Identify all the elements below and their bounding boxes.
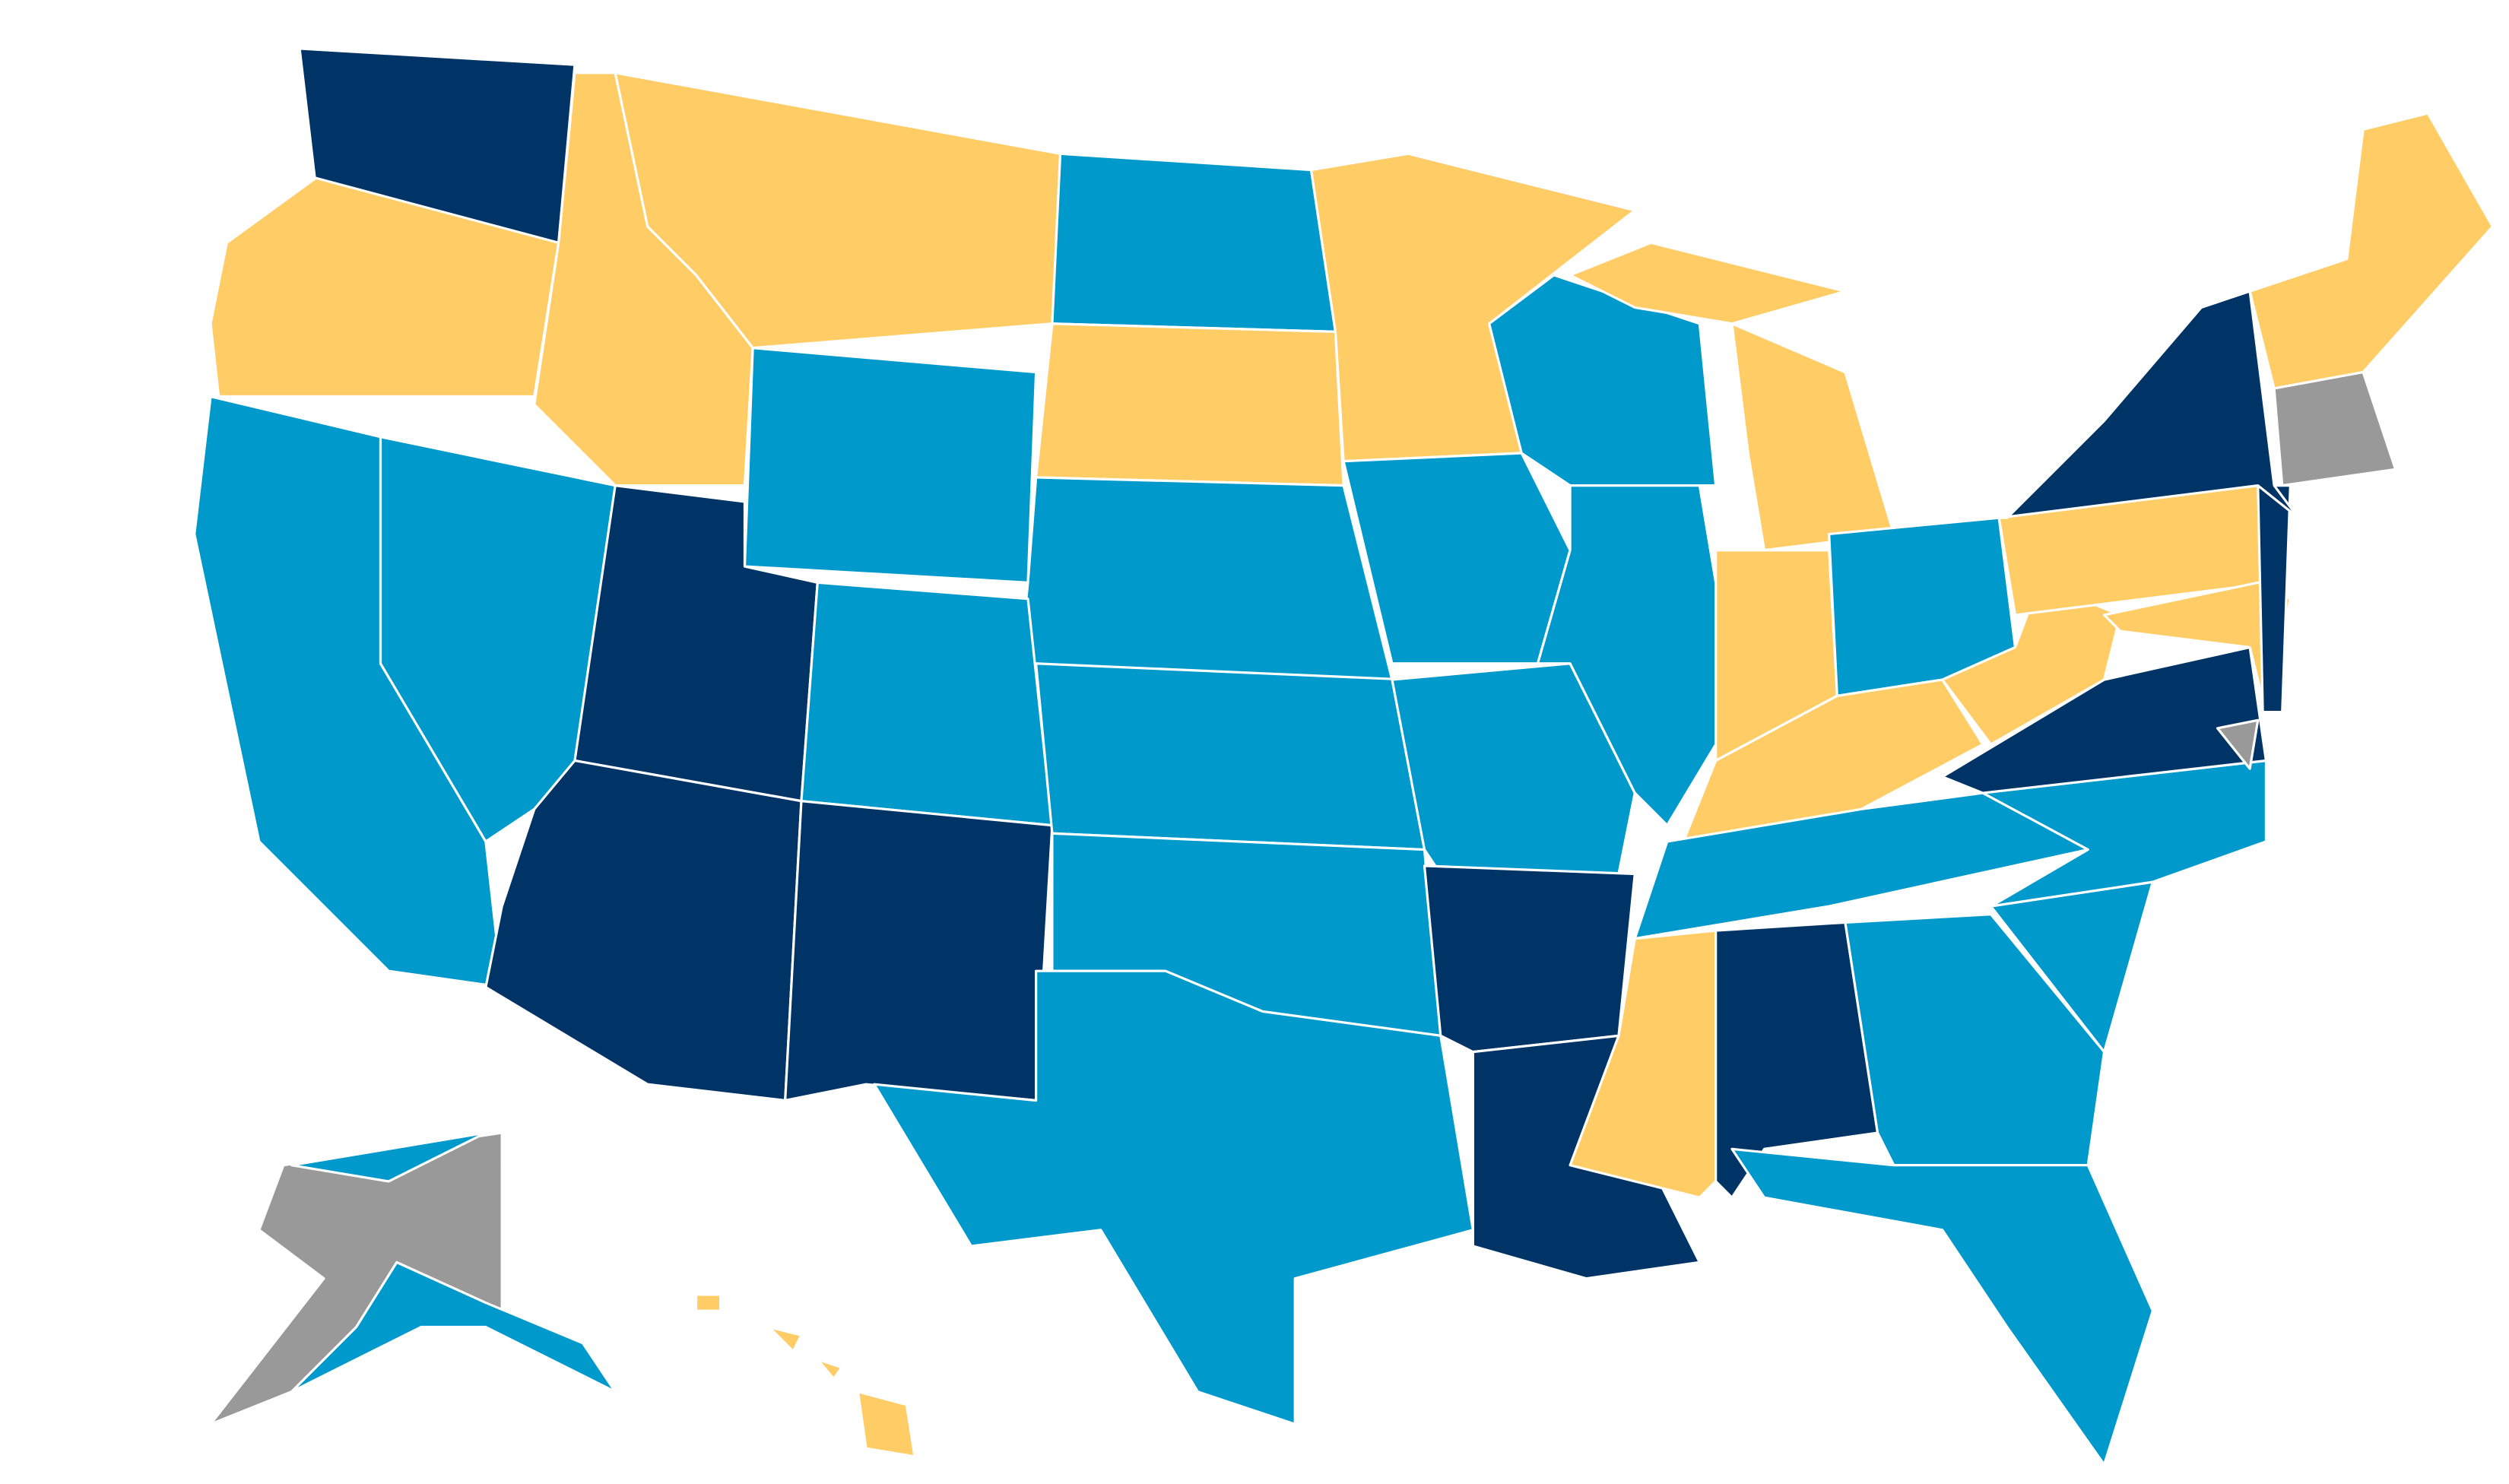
region-sd xyxy=(1035,322,1345,487)
region-fl xyxy=(1730,1147,2155,1467)
region-mi-upper xyxy=(1569,241,1847,325)
region-ar xyxy=(1423,864,1636,1054)
region-wy xyxy=(743,347,1038,584)
region-tx xyxy=(873,969,1474,1425)
region-ct-ma-ri xyxy=(2273,371,2397,487)
region-nm xyxy=(784,800,1054,1102)
region-nd xyxy=(1051,152,1337,333)
region-il xyxy=(1536,484,1718,827)
region-ks xyxy=(1035,662,1426,851)
region-hi xyxy=(856,1390,916,1458)
region-ak-south xyxy=(290,1260,617,1394)
region-mi-lower xyxy=(1730,322,1895,552)
region-wi xyxy=(1488,274,1718,487)
regions xyxy=(193,47,2495,1467)
region-new-england xyxy=(2248,112,2495,390)
region-ne xyxy=(1018,476,1394,681)
region-dc xyxy=(2216,718,2260,770)
region-hi-islands xyxy=(695,1293,843,1381)
region-ak-north xyxy=(290,1131,487,1183)
region-ny xyxy=(1997,290,2300,519)
region-nj xyxy=(2257,484,2292,714)
region-co xyxy=(800,581,1054,827)
region-az xyxy=(484,759,803,1102)
